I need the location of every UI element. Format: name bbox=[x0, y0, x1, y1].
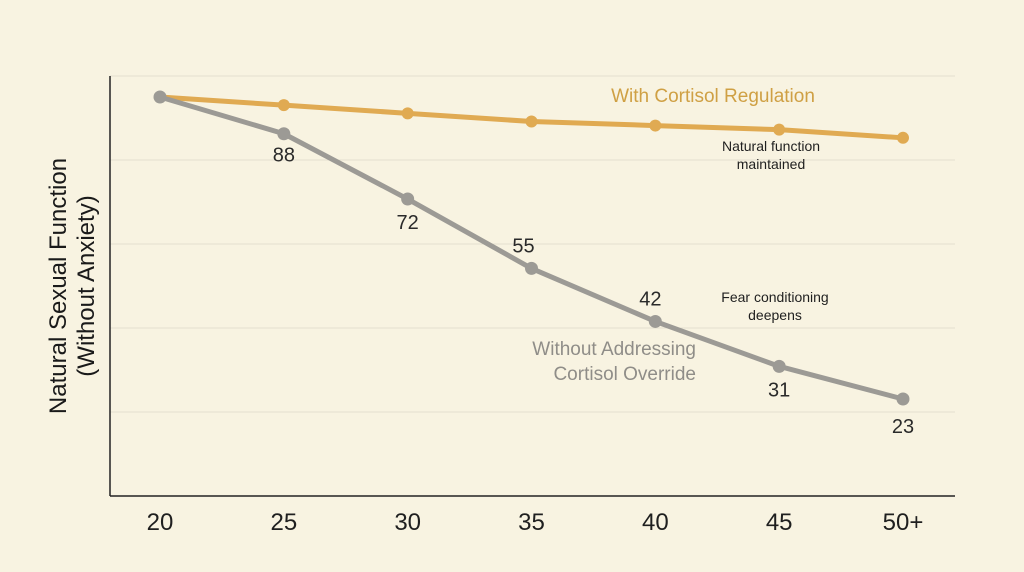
series-label-without-line-1: Cortisol Override bbox=[553, 364, 696, 385]
annotation-natural-line-0: Natural function bbox=[722, 138, 820, 154]
series-0-point-5 bbox=[773, 123, 786, 136]
series-0-point-6 bbox=[897, 131, 909, 144]
series-0-point-2 bbox=[401, 107, 414, 120]
data-label-1: 88 bbox=[273, 145, 295, 167]
series-label-without-addressing: Without Addressing Cortisol Override bbox=[532, 339, 696, 385]
annotation-natural-line-1: maintained bbox=[737, 156, 806, 172]
axes bbox=[109, 76, 955, 497]
series-layer bbox=[153, 90, 910, 406]
x-tick-label-20: 20 bbox=[147, 509, 174, 536]
annotation-natural: Natural function maintained bbox=[722, 138, 820, 172]
grid-lines bbox=[110, 75, 955, 413]
data-label-6: 23 bbox=[892, 416, 914, 438]
series-1-point-6 bbox=[896, 392, 910, 406]
series-1-point-3 bbox=[525, 261, 538, 275]
annotation-fear-line-0: Fear conditioning bbox=[721, 289, 828, 305]
series-1-point-1 bbox=[277, 127, 291, 141]
x-tick-label-40: 40 bbox=[642, 509, 669, 536]
data-label-4: 42 bbox=[639, 288, 661, 310]
series-label-without-line-0: Without Addressing bbox=[532, 339, 696, 360]
series-label-with-cortisol: With Cortisol Regulation bbox=[611, 86, 815, 107]
annotation-fear: Fear conditioning deepens bbox=[721, 289, 828, 323]
series-0-point-3 bbox=[525, 115, 538, 128]
series-1-point-4 bbox=[648, 314, 662, 328]
data-label-5: 31 bbox=[768, 379, 790, 401]
x-tick-label-35: 35 bbox=[518, 509, 545, 536]
series-1-point-0 bbox=[153, 90, 167, 104]
x-tick-label-50plus: 50+ bbox=[883, 509, 924, 536]
labels-layer: 20 25 30 35 40 45 50+ Natural Sexual Function(W… bbox=[45, 86, 923, 536]
series-0-point-4 bbox=[649, 119, 662, 132]
x-tick-label-30: 30 bbox=[394, 509, 421, 536]
series-0-point-1 bbox=[277, 99, 290, 112]
y-axis-label: Natural Sexual Function(Without Anxiety) bbox=[45, 158, 100, 414]
y-axis-label-line-1: (Without Anxiety) bbox=[73, 195, 100, 376]
series-1-point-2 bbox=[401, 192, 415, 206]
annotation-fear-line-1: deepens bbox=[748, 307, 802, 323]
data-label-2: 72 bbox=[397, 212, 419, 234]
x-tick-label-25: 25 bbox=[270, 509, 297, 536]
y-axis-label-line-0: Natural Sexual Function bbox=[45, 158, 72, 414]
x-tick-label-45: 45 bbox=[766, 509, 793, 536]
data-label-3: 55 bbox=[512, 235, 534, 257]
series-1-point-5 bbox=[772, 359, 786, 373]
